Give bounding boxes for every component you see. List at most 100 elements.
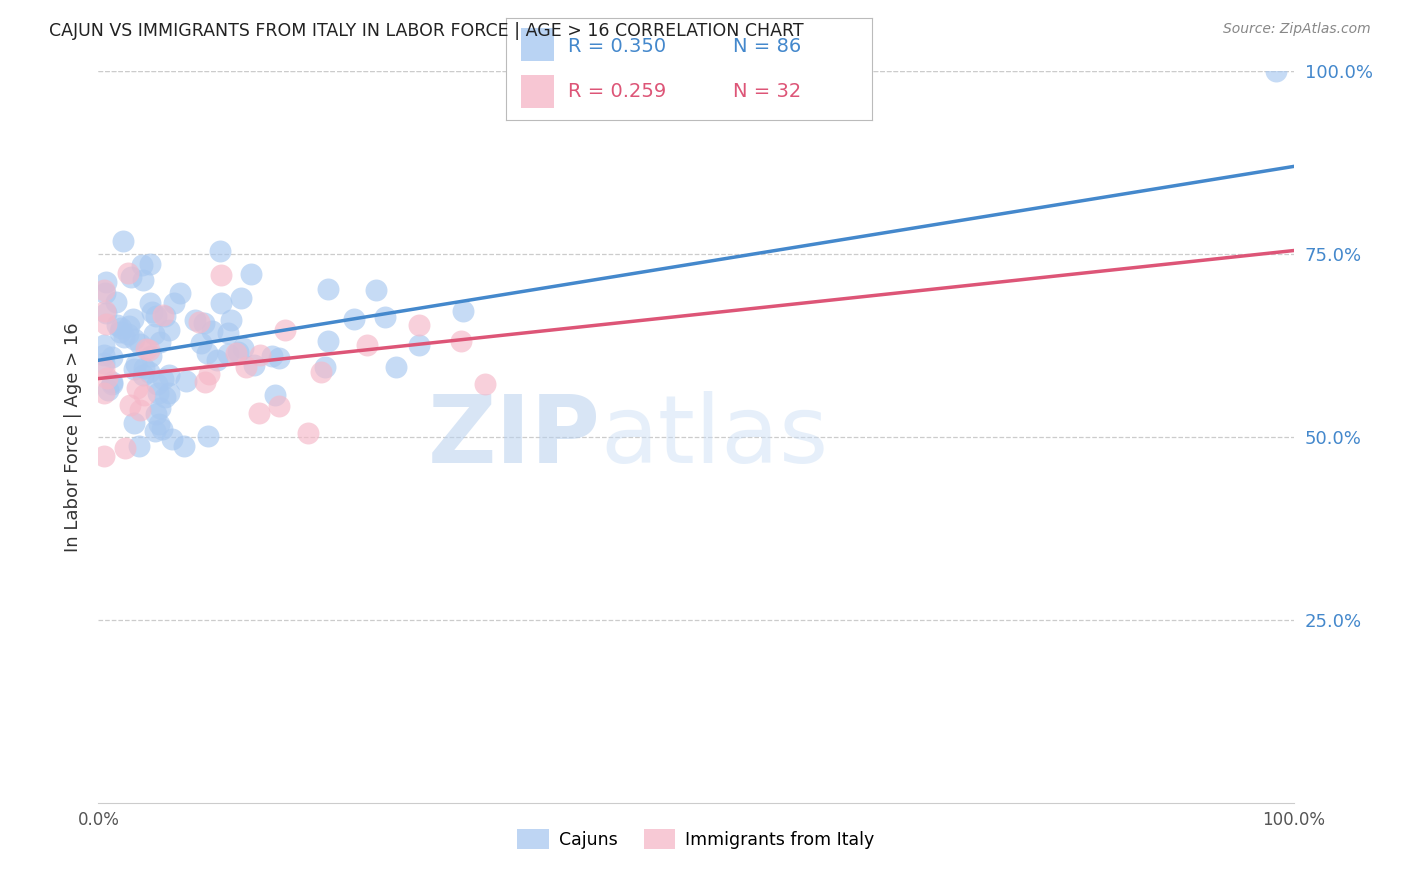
Point <box>96 371 118 385</box>
Point <box>143 424 166 438</box>
Point <box>112 234 135 248</box>
Point <box>209 295 232 310</box>
Point <box>173 439 195 453</box>
Point <box>138 343 160 357</box>
Point <box>209 268 232 283</box>
Point <box>124 332 146 346</box>
Point <box>385 360 408 375</box>
Point <box>120 398 142 412</box>
Point <box>121 312 143 326</box>
Point <box>152 372 174 386</box>
Point <box>364 283 387 297</box>
Text: Source: ZipAtlas.com: Source: ZipAtlas.com <box>1223 22 1371 37</box>
Point <box>174 374 197 388</box>
Point <box>118 319 141 334</box>
Point <box>193 316 215 330</box>
Point <box>243 359 266 373</box>
Point <box>159 368 181 383</box>
Point <box>153 390 176 404</box>
Point <box>138 295 160 310</box>
Point <box>225 345 247 359</box>
Point <box>110 325 132 339</box>
Point <box>146 385 169 400</box>
Point <box>104 294 127 309</box>
Point <box>162 433 184 447</box>
Point <box>228 345 250 359</box>
Point <box>314 359 336 374</box>
Point <box>309 365 332 379</box>
Point <box>142 327 165 342</box>
Point <box>128 439 150 453</box>
Point <box>93 449 115 463</box>
Point <box>146 376 169 391</box>
Point <box>183 312 205 326</box>
Point <box>297 425 319 440</box>
Point <box>101 351 124 365</box>
Point <box>201 324 224 338</box>
Point <box>107 318 129 332</box>
Point <box>190 335 212 350</box>
Point <box>453 304 475 318</box>
Point <box>134 388 156 402</box>
Point <box>139 349 162 363</box>
Point <box>356 338 378 352</box>
Point <box>101 376 124 390</box>
Point <box>195 345 218 359</box>
Point <box>188 315 211 329</box>
Point <box>232 341 254 355</box>
Point <box>408 318 430 333</box>
Point <box>149 335 172 350</box>
Point <box>141 304 163 318</box>
Point <box>408 337 430 351</box>
Point <box>138 257 160 271</box>
Point <box>94 304 117 318</box>
Point <box>125 357 148 371</box>
Point <box>148 401 170 415</box>
Point <box>169 286 191 301</box>
Point <box>247 406 270 420</box>
Point <box>217 326 239 340</box>
Point <box>197 429 219 443</box>
Point <box>131 368 153 382</box>
Point <box>122 416 145 430</box>
Point <box>316 282 339 296</box>
Point <box>157 386 180 401</box>
Point <box>97 384 120 398</box>
Point <box>148 417 170 432</box>
Point <box>239 267 262 281</box>
Point <box>93 348 115 362</box>
Point <box>135 342 157 356</box>
Point <box>112 330 135 344</box>
Point <box>450 334 472 348</box>
Point <box>267 399 290 413</box>
Point <box>316 334 339 348</box>
Point <box>208 244 231 259</box>
Point <box>197 367 219 381</box>
Point <box>157 323 180 337</box>
Point <box>94 317 117 331</box>
Point <box>128 403 150 417</box>
Point <box>132 273 155 287</box>
Point <box>229 291 252 305</box>
Point <box>145 310 167 324</box>
Point <box>117 266 139 280</box>
Point <box>153 309 176 323</box>
Point <box>93 283 115 297</box>
Point <box>163 296 186 310</box>
Point <box>249 348 271 362</box>
Point <box>205 352 228 367</box>
Text: N = 86: N = 86 <box>733 37 801 56</box>
Point <box>263 388 285 402</box>
Point <box>134 361 156 376</box>
Point <box>274 323 297 337</box>
Text: R = 0.350: R = 0.350 <box>568 37 666 56</box>
Point <box>120 269 142 284</box>
Point <box>343 312 366 326</box>
Point <box>474 376 496 391</box>
Point <box>94 285 117 300</box>
Point <box>93 386 115 401</box>
Point <box>138 365 160 379</box>
Text: ZIP: ZIP <box>427 391 600 483</box>
Point <box>93 360 115 375</box>
Point <box>145 407 167 421</box>
